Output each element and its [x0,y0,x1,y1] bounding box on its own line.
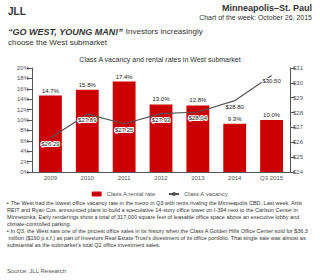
svg-text:$28.80: $28.80 [226,104,245,110]
svg-text:$27.89: $27.89 [78,117,97,123]
svg-text:$28: $28 [293,110,304,116]
svg-text:REIT and Ryan Cos. announced p: REIT and Ryan Cos. announced plans to bu… [7,207,299,213]
svg-text:Q3 2015: Q3 2015 [260,175,284,181]
svg-text:substantial as the submarket’s: substantial as the submarket’s total Q2 … [7,242,161,248]
svg-text:$29: $29 [293,95,304,101]
svg-text:▪ In Q3, the West saw one of t: ▪ In Q3, the West saw one of the pricies… [7,228,308,234]
svg-text:2014: 2014 [228,175,242,181]
svg-text:$31: $31 [293,65,304,71]
svg-text:“GO WEST, YOUNG MAN!”: “GO WEST, YOUNG MAN!” [8,27,123,37]
svg-text:14%: 14% [17,96,30,102]
svg-text:2011: 2011 [118,175,132,181]
svg-text:$30: $30 [293,80,304,86]
svg-text:15.8%: 15.8% [79,82,97,88]
svg-text:▪ The West had the lowest offi: ▪ The West had the lowest office vacancy… [7,200,304,206]
svg-text:Chart of the week: October 26,: Chart of the week: October 26, 2015 [199,14,312,21]
svg-text:Investors increasingly: Investors increasingly [126,27,203,36]
svg-text:18%: 18% [17,75,30,81]
svg-text:16%: 16% [17,86,30,92]
svg-text:$26.29: $26.29 [41,141,60,147]
svg-text:$27.93: $27.93 [152,117,171,123]
svg-text:13.0%: 13.0% [152,96,170,102]
svg-text:Minneapolis–St. Paul: Minneapolis–St. Paul [222,3,312,13]
svg-text:12.8%: 12.8% [189,97,207,103]
svg-text:12%: 12% [17,107,30,113]
svg-text:$27: $27 [293,124,304,130]
svg-text:6%: 6% [20,138,29,144]
svg-text:20%: 20% [17,65,30,71]
svg-text:8%: 8% [20,127,29,133]
svg-text:10%: 10% [17,117,30,123]
svg-text:$27.25: $27.25 [115,127,134,133]
svg-text:Source: JLL Research: Source: JLL Research [7,268,66,274]
svg-text:$30.50: $30.50 [262,78,281,84]
svg-text:9.3%: 9.3% [228,116,242,122]
svg-text:choose the West submarket: choose the West submarket [8,38,108,47]
svg-text:Class A vacancy: Class A vacancy [184,191,228,197]
svg-text:2%: 2% [20,159,29,165]
svg-text:0%: 0% [20,169,29,175]
svg-text:14.7%: 14.7% [42,88,60,94]
svg-text:$25: $25 [293,154,304,160]
svg-text:million ($190 p.s.f.) as part: million ($190 p.s.f.) as part of Investo… [7,235,307,241]
svg-text:$24: $24 [293,169,304,175]
svg-text:Class A rental rate: Class A rental rate [107,191,156,197]
svg-text:2013: 2013 [191,175,205,181]
svg-text:4%: 4% [20,148,29,154]
svg-text:Minnetonka. Early renderings s: Minnetonka. Early renderings show a tota… [7,214,301,220]
svg-text:10.0%: 10.0% [263,112,281,118]
svg-text:climate-controlled parking.: climate-controlled parking. [7,221,72,227]
svg-text:Class A vacancy and rental rat: Class A vacancy and rental rates in West… [79,56,240,64]
svg-text:2010: 2010 [81,175,95,181]
svg-text:17.4%: 17.4% [116,74,134,80]
svg-text:JLL: JLL [8,6,26,17]
svg-text:2012: 2012 [154,175,168,181]
svg-text:$28.04: $28.04 [189,115,208,121]
svg-text:2009: 2009 [44,175,58,181]
svg-text:$26: $26 [293,139,304,145]
